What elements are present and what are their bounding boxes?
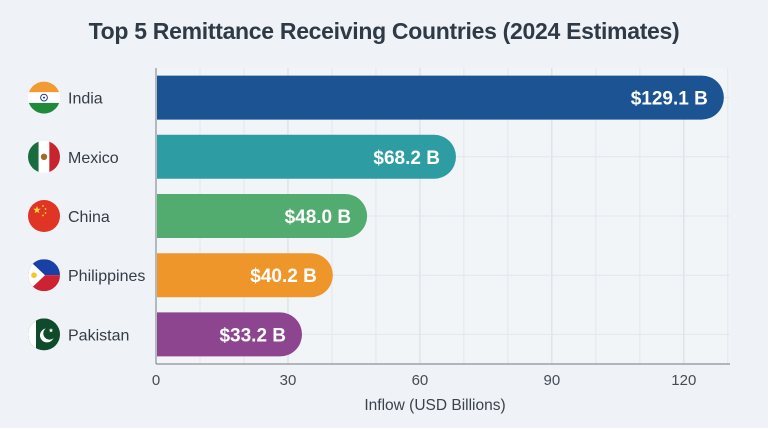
axes: 0 30 60 90 120 [152, 68, 730, 389]
bar-pakistan [157, 312, 303, 357]
value-label: $48.0 B [285, 207, 352, 228]
bar-china [157, 194, 368, 238]
bars: $129.1 B $68.2 B $48.0 B $40.2 B $33.2 B [157, 75, 724, 357]
x-tick-label: 0 [152, 372, 160, 389]
mexico-flag-icon [28, 140, 60, 173]
bar-india [157, 75, 724, 120]
bar-mexico [157, 134, 456, 179]
value-label: $33.2 B [219, 325, 286, 346]
category-label: China [68, 209, 110, 226]
x-tick-label: 120 [671, 372, 696, 389]
category-label: Mexico [68, 150, 119, 167]
value-label: $68.2 B [373, 148, 440, 169]
value-label: $129.1 B [631, 89, 708, 110]
x-axis-title: Inflow (USD Billions) [364, 397, 505, 414]
category-label: India [68, 91, 103, 108]
category-labels: India Mexico China Philippines Pakistan [28, 81, 145, 351]
india-flag-icon [28, 81, 60, 114]
x-tick-label: 60 [412, 372, 429, 389]
pakistan-flag-icon [28, 318, 60, 351]
value-label: $40.2 B [250, 266, 317, 287]
category-label: Pakistan [68, 327, 129, 344]
chart-title: Top 5 Remittance Receiving Countries (20… [88, 18, 680, 44]
x-tick-label: 90 [544, 372, 561, 389]
philippines-flag-icon [28, 259, 60, 292]
x-tick-label: 30 [280, 372, 297, 389]
bar-philippines [157, 253, 333, 298]
category-label: Philippines [68, 268, 145, 285]
china-flag-icon [28, 200, 60, 232]
